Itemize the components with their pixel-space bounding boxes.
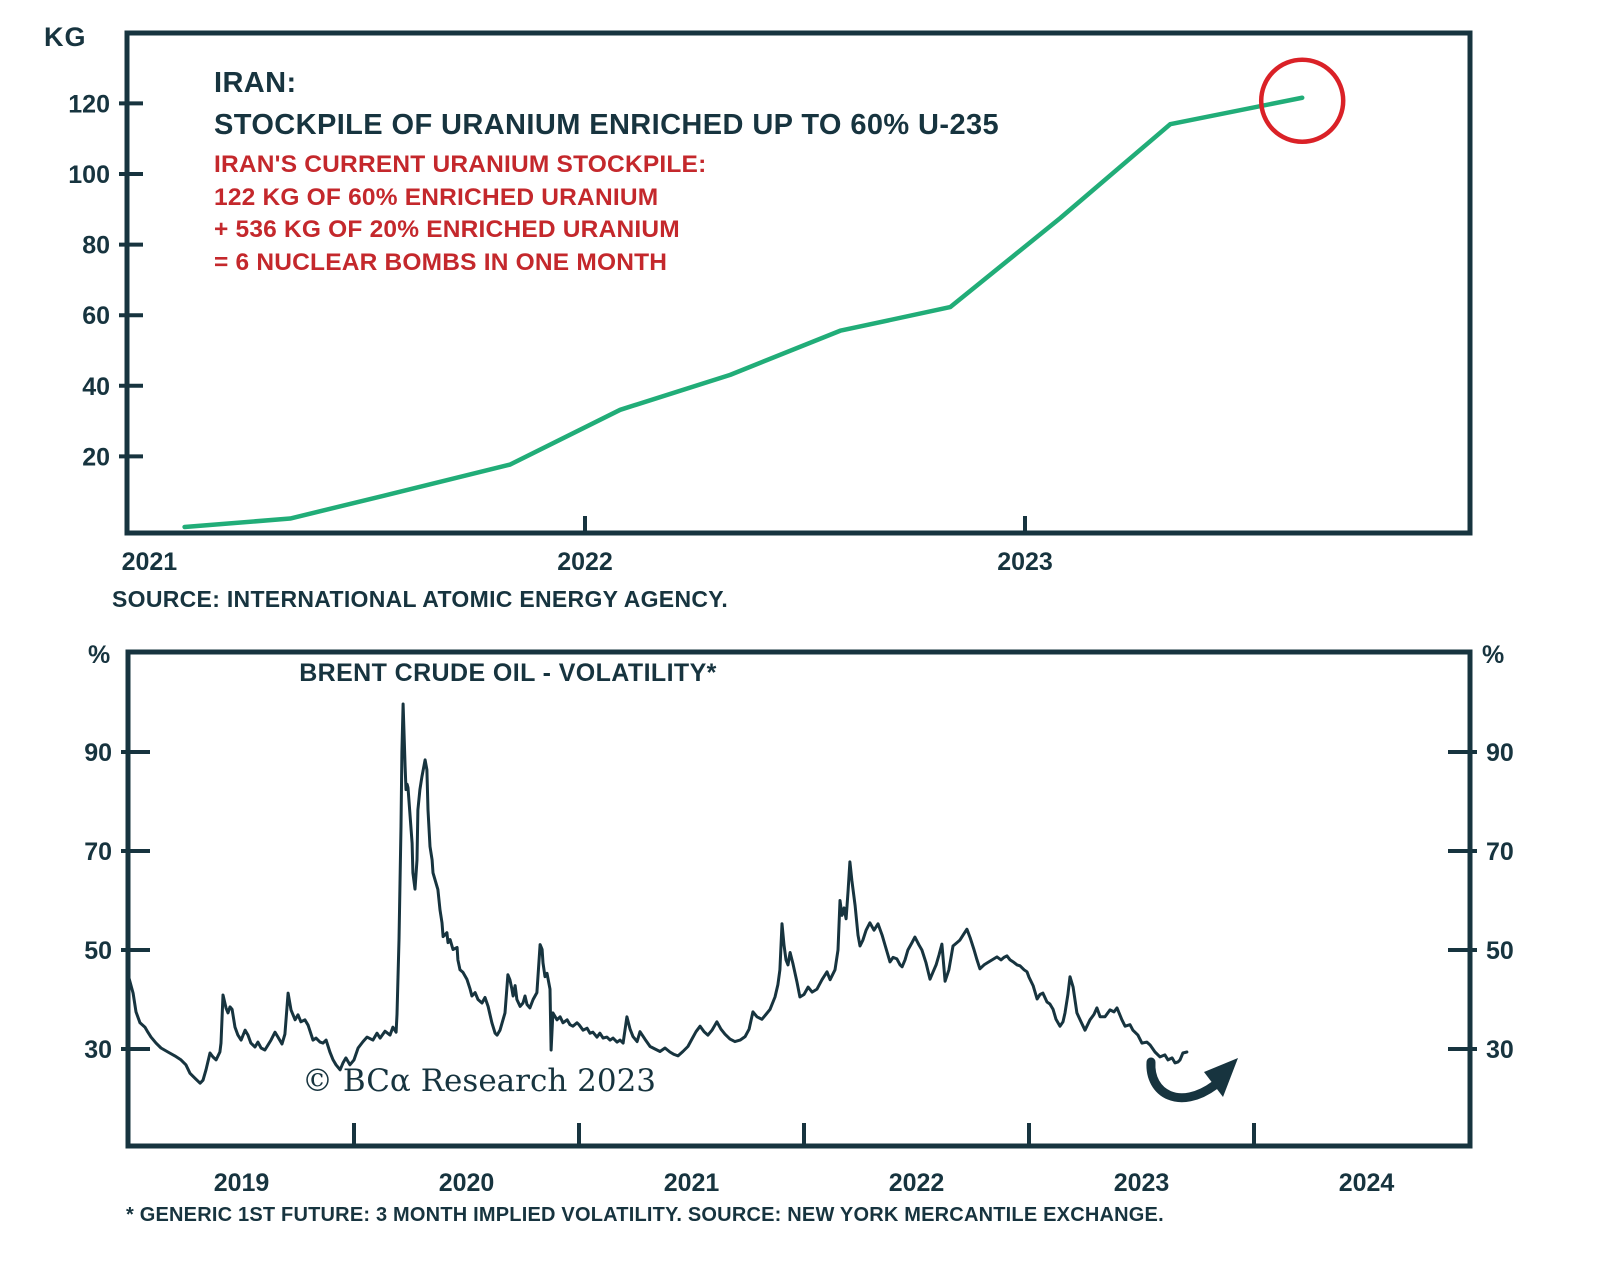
bottom-y-tick-label-left: 30 xyxy=(84,1036,112,1064)
bottom-y-tick-label-left: 50 xyxy=(84,937,112,965)
bottom-x-tick-label: 2020 xyxy=(439,1169,495,1197)
top-y-tick-label: 20 xyxy=(82,443,110,471)
top-chart-title: IRAN: STOCKPILE OF URANIUM ENRICHED UP T… xyxy=(214,62,999,146)
bottom-chart-y-unit-left: % xyxy=(88,641,111,669)
bottom-chart-footnote: * GENERIC 1ST FUTURE: 3 MONTH IMPLIED VO… xyxy=(126,1204,1164,1226)
top-x-tick-label: 2021 xyxy=(122,548,178,576)
top-y-tick-label: 100 xyxy=(68,161,110,189)
bottom-x-tick-label: 2023 xyxy=(1114,1169,1170,1197)
bottom-chart-y-unit-right: % xyxy=(1482,641,1505,669)
top-y-tick-label: 60 xyxy=(82,302,110,330)
annotation-line-2: 122 KG OF 60% ENRICHED URANIUM xyxy=(214,183,659,211)
bottom-y-tick-label-right: 50 xyxy=(1486,937,1514,965)
top-chart-source: SOURCE: INTERNATIONAL ATOMIC ENERGY AGEN… xyxy=(112,586,729,612)
bca-research-watermark: © BCα Research 2023 xyxy=(302,1063,657,1099)
annotation-line-1: IRAN'S CURRENT URANIUM STOCKPILE: xyxy=(214,151,707,178)
bottom-y-tick-label-left: 70 xyxy=(84,838,112,866)
top-chart-annotation: IRAN'S CURRENT URANIUM STOCKPILE: 122 KG… xyxy=(214,149,706,279)
top-y-tick-label: 40 xyxy=(82,373,110,401)
uranium-stockpile-line xyxy=(182,95,1305,530)
annotation-line-3: + 536 KG OF 20% ENRICHED URANIUM xyxy=(214,216,680,243)
trend-arrow-shaft xyxy=(1146,1057,1220,1103)
bottom-y-tick-label-right: 70 xyxy=(1486,838,1514,866)
bottom-y-tick-label-left: 90 xyxy=(84,739,112,767)
bottom-x-tick-label: 2019 xyxy=(214,1169,270,1197)
top-y-tick-label: 120 xyxy=(68,90,110,118)
top-chart-title-line1: IRAN: xyxy=(214,67,297,99)
bottom-x-tick-label: 2024 xyxy=(1339,1169,1395,1197)
top-x-tick-label: 2022 xyxy=(557,548,613,576)
bottom-y-tick-label-right: 90 xyxy=(1486,739,1514,767)
red-highlight-circle xyxy=(1258,57,1346,145)
bottom-x-tick-label: 2022 xyxy=(889,1169,945,1197)
top-chart-y-unit-label: KG xyxy=(44,22,87,52)
bottom-chart-title: BRENT CRUDE OIL - VOLATILITY* xyxy=(299,659,717,687)
bottom-y-tick-label-right: 30 xyxy=(1486,1036,1514,1064)
annotation-line-4: = 6 NUCLEAR BOMBS IN ONE MONTH xyxy=(214,248,668,276)
brent-volatility-line xyxy=(127,702,1189,1085)
top-chart-frame xyxy=(124,30,1473,536)
trend-arrow-head xyxy=(1204,1058,1238,1097)
top-y-tick-label: 80 xyxy=(82,232,110,260)
top-x-tick-label: 2023 xyxy=(997,548,1053,576)
bottom-chart-frame xyxy=(125,649,1473,1149)
top-chart-title-line2: STOCKPILE OF URANIUM ENRICHED UP TO 60% … xyxy=(214,109,1000,141)
bottom-x-tick-label: 2021 xyxy=(664,1169,720,1197)
